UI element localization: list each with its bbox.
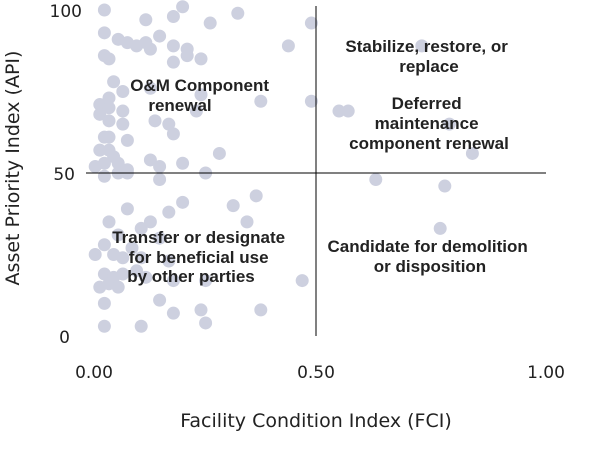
data-point-73 — [134, 221, 148, 235]
data-point-37 — [102, 114, 116, 128]
data-point-24 — [143, 81, 157, 95]
data-point-100 — [97, 319, 111, 333]
x-tick-1: 1.00 — [527, 363, 565, 383]
data-point-77 — [97, 238, 111, 252]
data-point-101 — [134, 319, 148, 333]
data-point-38 — [116, 117, 130, 131]
data-point-35 — [341, 104, 355, 118]
data-point-70 — [102, 215, 116, 229]
data-point-12 — [143, 42, 157, 56]
data-point-78 — [125, 241, 139, 255]
data-point-88 — [139, 270, 153, 284]
quadrant-label-bottom-right: Candidate for demolition or disposition — [328, 237, 533, 276]
data-point-64 — [438, 179, 452, 193]
data-point-96 — [153, 293, 167, 307]
data-point-72 — [240, 215, 254, 229]
data-point-65 — [249, 189, 263, 203]
data-point-56 — [153, 159, 167, 173]
data-point-36 — [93, 107, 107, 121]
data-point-63 — [369, 173, 383, 187]
y-tick-0: 0 — [59, 328, 70, 348]
data-point-29 — [102, 101, 116, 115]
data-point-16 — [180, 49, 194, 63]
data-point-0 — [97, 3, 111, 17]
data-point-69 — [162, 205, 176, 219]
data-point-17 — [194, 52, 208, 66]
data-point-45 — [166, 127, 180, 141]
data-point-67 — [226, 199, 240, 213]
data-point-13 — [153, 29, 167, 43]
y-tick-100: 100 — [50, 2, 82, 22]
x-axis-label: Facility Condition Index (FCI) — [180, 410, 452, 432]
data-point-44 — [120, 133, 134, 147]
data-point-75 — [111, 228, 125, 242]
data-point-90 — [199, 274, 213, 288]
x-tick-0-5: 0.50 — [297, 363, 335, 383]
data-point-53 — [97, 156, 111, 170]
y-tick-50: 50 — [53, 165, 75, 185]
data-point-40 — [162, 117, 176, 131]
data-point-98 — [194, 303, 208, 317]
data-point-94 — [111, 280, 125, 294]
data-point-50 — [212, 146, 226, 160]
data-point-66 — [176, 195, 190, 209]
data-point-76 — [153, 231, 167, 245]
data-point-86 — [116, 267, 130, 281]
y-axis-label: Asset Priority Index (API) — [2, 51, 24, 286]
data-point-97 — [166, 306, 180, 320]
data-point-34 — [332, 104, 346, 118]
data-point-43 — [102, 130, 116, 144]
quadrant-label-right-middle: Deferred maintenance component renewal — [349, 94, 509, 153]
data-point-7 — [97, 26, 111, 40]
data-point-5 — [203, 16, 217, 30]
data-point-27 — [194, 88, 208, 102]
data-point-21 — [102, 52, 116, 66]
data-point-51 — [465, 146, 479, 160]
data-point-2 — [176, 0, 190, 14]
data-point-4 — [166, 10, 180, 24]
data-point-81 — [116, 251, 130, 265]
data-point-79 — [88, 248, 102, 261]
data-point-71 — [143, 215, 157, 229]
data-point-49 — [143, 153, 157, 167]
data-point-41 — [442, 117, 456, 131]
data-point-99 — [254, 303, 268, 317]
data-point-18 — [281, 39, 295, 53]
data-point-95 — [97, 296, 111, 310]
data-point-58 — [97, 169, 111, 183]
data-point-26 — [102, 91, 116, 105]
data-point-14 — [166, 39, 180, 53]
data-point-82 — [134, 251, 148, 265]
points-layer — [88, 0, 479, 333]
data-point-89 — [166, 274, 180, 288]
data-point-102 — [199, 316, 213, 330]
data-point-19 — [415, 39, 429, 53]
data-point-30 — [116, 104, 130, 118]
data-point-23 — [107, 75, 121, 89]
quadrant-label-top-right: Stabilize, restore, or replace — [345, 37, 512, 76]
data-point-39 — [148, 114, 162, 128]
data-point-32 — [254, 94, 268, 108]
data-point-6 — [304, 16, 318, 30]
quadrant-label-bottom-left: Transfer or designate for beneficial use… — [112, 228, 290, 286]
data-point-22 — [166, 55, 180, 69]
data-point-74 — [433, 221, 447, 235]
data-point-33 — [304, 94, 318, 108]
data-point-31 — [189, 104, 203, 118]
data-point-57 — [176, 156, 190, 170]
data-point-68 — [120, 202, 134, 216]
data-point-91 — [295, 274, 309, 288]
data-point-87 — [130, 264, 144, 278]
data-point-1 — [139, 13, 153, 27]
quadrant-label-top-left: O&M Component renewal — [130, 76, 274, 115]
data-point-83 — [162, 254, 176, 268]
data-point-54 — [111, 156, 125, 170]
data-point-46 — [93, 143, 107, 157]
data-point-25 — [116, 85, 130, 98]
data-point-62 — [153, 173, 167, 187]
x-tick-0: 0.00 — [75, 363, 113, 383]
data-point-3 — [231, 6, 245, 20]
